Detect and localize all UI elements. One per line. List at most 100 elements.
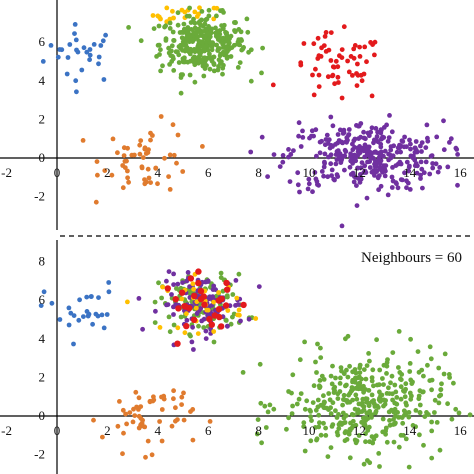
point-green: [321, 393, 326, 399]
point-green: [400, 420, 406, 426]
point-blue: [84, 49, 90, 55]
point-purple: [344, 135, 350, 141]
point-green: [211, 54, 217, 60]
point-orange: [148, 180, 154, 186]
point-green: [373, 433, 379, 439]
point-yellow: [191, 286, 197, 292]
point-red: [201, 301, 208, 308]
point-green: [345, 374, 351, 380]
point-blue: [73, 37, 79, 43]
point-yellow: [214, 5, 220, 11]
point-red: [364, 59, 369, 65]
point-green: [393, 413, 398, 419]
point-purple: [342, 147, 348, 153]
point-green: [152, 299, 158, 305]
point-green: [378, 393, 383, 398]
point-green: [316, 412, 322, 418]
point-purple: [165, 302, 171, 307]
point-green: [158, 47, 163, 53]
point-green: [259, 70, 264, 76]
point-green: [374, 337, 379, 343]
point-red: [316, 84, 322, 89]
point-green: [422, 414, 428, 419]
point-green: [363, 376, 369, 382]
point-green: [314, 370, 319, 375]
point-purple: [331, 176, 337, 182]
point-green: [328, 373, 334, 379]
point-blue: [77, 297, 82, 303]
point-green: [289, 390, 294, 396]
data-points: [40, 5, 460, 229]
point-green: [217, 36, 222, 41]
data-points: [38, 268, 473, 470]
neighbours-annotation: Neighbours = 60: [361, 250, 462, 266]
point-purple: [287, 179, 293, 185]
point-blue: [72, 22, 78, 27]
point-green: [181, 43, 187, 48]
point-green: [417, 432, 422, 438]
point-purple: [259, 134, 265, 140]
point-yellow: [204, 307, 210, 313]
point-purple: [310, 189, 315, 195]
point-red: [354, 83, 360, 88]
x-tick-label: 16: [454, 165, 468, 180]
point-yellow: [236, 307, 242, 313]
point-yellow: [184, 311, 189, 317]
point-purple: [365, 130, 371, 136]
point-green: [314, 436, 320, 442]
point-orange: [136, 425, 142, 431]
point-purple: [295, 182, 301, 188]
point-yellow: [253, 316, 259, 321]
point-blue: [101, 325, 107, 331]
point-green: [170, 29, 176, 35]
point-green: [304, 398, 310, 404]
point-green: [186, 31, 192, 37]
point-purple: [420, 185, 425, 191]
point-purple: [291, 148, 296, 154]
point-green: [416, 393, 422, 399]
point-green: [244, 16, 250, 22]
point-green: [151, 26, 157, 31]
point-yellow: [197, 5, 202, 11]
point-purple: [354, 123, 359, 128]
point-purple: [350, 170, 356, 176]
point-green: [331, 390, 337, 395]
point-green: [318, 345, 323, 351]
point-purple: [330, 123, 336, 129]
point-red: [348, 54, 354, 59]
point-green: [408, 396, 414, 402]
point-green: [240, 370, 246, 375]
point-purple: [413, 139, 419, 144]
point-yellow: [158, 16, 163, 22]
point-green: [326, 391, 332, 396]
point-green: [390, 391, 395, 397]
point-orange: [80, 138, 86, 143]
point-purple: [317, 139, 323, 145]
x-tick-label: 12: [353, 423, 366, 438]
point-purple: [455, 182, 460, 188]
point-green: [356, 401, 362, 407]
point-purple: [333, 161, 339, 167]
point-red: [339, 47, 345, 52]
point-orange: [181, 417, 187, 423]
point-green: [215, 67, 221, 73]
point-purple: [335, 174, 341, 180]
point-purple: [317, 150, 323, 156]
point-orange: [143, 454, 148, 460]
point-green: [389, 373, 395, 379]
point-green: [221, 22, 227, 28]
point-purple: [297, 189, 302, 195]
point-green: [354, 396, 360, 402]
point-green: [407, 369, 413, 374]
point-blue: [87, 47, 93, 52]
point-orange: [159, 407, 165, 412]
point-orange: [127, 410, 133, 415]
point-green: [171, 322, 177, 328]
point-blue: [71, 341, 76, 347]
point-green: [335, 396, 341, 401]
point-purple: [190, 324, 196, 330]
point-green: [432, 410, 437, 415]
point-blue: [87, 52, 93, 58]
point-red: [322, 34, 328, 39]
point-green: [340, 402, 345, 408]
